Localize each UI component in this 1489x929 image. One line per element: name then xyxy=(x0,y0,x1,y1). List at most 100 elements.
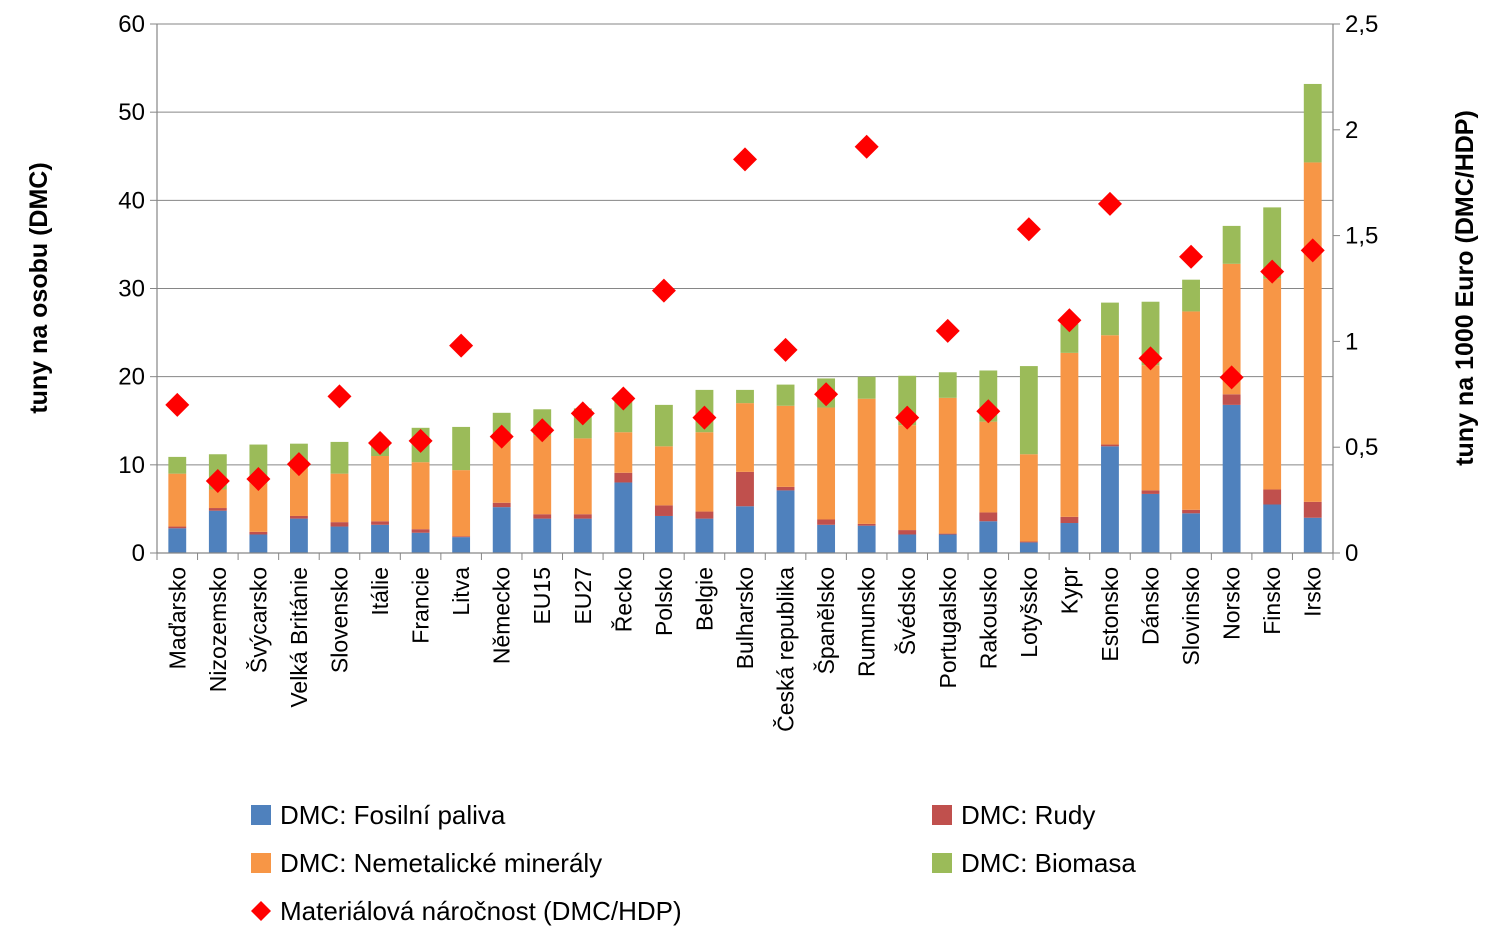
bar-segment xyxy=(857,525,876,553)
bar-segment xyxy=(371,524,389,553)
bar-segment xyxy=(1263,489,1282,505)
x-category-label: Německo xyxy=(489,567,515,664)
bar-segment xyxy=(492,502,511,508)
bar-segment xyxy=(249,534,268,553)
x-category-label: Itálie xyxy=(367,567,393,616)
x-category-label: Kypr xyxy=(1056,567,1082,615)
bar-segment xyxy=(1182,311,1200,510)
bar-segment xyxy=(411,532,430,553)
bar-segment xyxy=(371,456,389,522)
x-category-label: Finsko xyxy=(1259,567,1285,635)
bar-segment xyxy=(1060,352,1079,517)
bar-segment xyxy=(979,421,998,513)
legend-marker xyxy=(251,901,271,921)
intensity-marker xyxy=(1300,238,1325,263)
bar-segment xyxy=(1101,444,1119,447)
bar-segment xyxy=(452,470,471,537)
x-category-label: EU15 xyxy=(529,567,555,625)
bar-segment xyxy=(1303,517,1322,553)
intensity-marker xyxy=(854,134,879,159)
bar-segment xyxy=(1101,335,1119,445)
y-axis-left-title: tuny na osobu (DMC) xyxy=(25,162,53,413)
bar-segment xyxy=(290,515,308,519)
bar-segment xyxy=(573,514,592,519)
intensity-marker xyxy=(935,318,960,343)
intensity-marker xyxy=(814,382,839,407)
intensity-marker xyxy=(1260,259,1285,284)
x-category-label: Estonsko xyxy=(1097,567,1123,662)
bar-segment xyxy=(168,473,187,527)
intensity-marker xyxy=(327,384,352,409)
bar-segment xyxy=(573,518,592,553)
x-category-label: Rumunsko xyxy=(854,567,880,677)
bar-segment xyxy=(614,472,633,483)
x-category-label: Slovensko xyxy=(326,567,352,673)
bar-segment xyxy=(817,407,836,520)
bar-segment xyxy=(1182,279,1200,312)
bar-segment xyxy=(371,521,389,525)
bar-segment xyxy=(573,438,592,515)
bar-segment xyxy=(776,490,795,553)
y-left-tick-label: 0 xyxy=(132,540,145,567)
bar-segment xyxy=(695,511,714,519)
intensity-marker xyxy=(1138,346,1163,371)
legend-label: DMC: Rudy xyxy=(961,800,1095,830)
bar-segment xyxy=(938,372,957,398)
bar-segment xyxy=(736,403,754,472)
bar-segment xyxy=(1060,516,1079,524)
y-left-tick-label: 20 xyxy=(118,364,145,391)
intensity-marker xyxy=(449,333,474,358)
bar-segment xyxy=(1019,542,1038,553)
bar-segment xyxy=(290,468,308,516)
bar-segment xyxy=(1101,302,1119,336)
x-category-label: Portugalsko xyxy=(935,567,961,688)
legend-label: DMC: Biomasa xyxy=(961,848,1136,878)
bar-segment xyxy=(533,435,552,515)
bar-segment xyxy=(654,446,673,506)
bar-segment xyxy=(330,522,349,527)
bar-segment xyxy=(695,432,714,512)
intensity-marker xyxy=(611,386,636,411)
bar-segment xyxy=(168,456,187,474)
y-left-tick-label: 30 xyxy=(118,276,145,303)
x-category-label: Řecko xyxy=(610,567,636,632)
legend-swatch xyxy=(932,805,952,825)
legend-label: DMC: Nemetalické minerály xyxy=(280,848,602,878)
intensity-marker xyxy=(1179,244,1204,269)
bar-segment xyxy=(979,521,998,553)
intensity-marker xyxy=(286,452,311,477)
x-category-label: Belgie xyxy=(691,567,717,631)
labels: 0 10 20 30 40 50 60 0 0,5 1 1,5 2 2,5 Maďarsko Nizozem… xyxy=(118,11,1378,732)
intensity-marker xyxy=(368,430,393,455)
x-category-label: Lotyšsko xyxy=(1016,567,1042,658)
bar-segment xyxy=(1182,513,1200,553)
bar-segment xyxy=(330,473,349,523)
x-category-label: Maďarsko xyxy=(164,567,190,669)
bar-segment xyxy=(736,389,754,404)
bar-segment xyxy=(1060,523,1079,553)
bar-segment xyxy=(492,507,511,553)
bar-segment xyxy=(1263,504,1282,553)
x-category-label: Španělsko xyxy=(812,567,839,674)
y-right-tick-label: 0 xyxy=(1345,540,1358,567)
bar-segment xyxy=(452,426,471,471)
bar-segment xyxy=(736,506,754,553)
bar-segment xyxy=(1222,225,1241,264)
bar-segment xyxy=(1263,278,1282,490)
bar-segment xyxy=(492,433,511,503)
bar-segment xyxy=(695,518,714,553)
x-category-label: Bulharsko xyxy=(732,567,758,669)
legend-label: Materiálová náročnost (DMC/HDP) xyxy=(280,896,682,926)
bar-segment xyxy=(168,526,187,529)
bar-segment xyxy=(898,534,917,553)
x-category-label: Litva xyxy=(448,567,474,616)
bar-segment xyxy=(1060,323,1079,353)
bar-segment xyxy=(857,523,876,526)
intensity-marker xyxy=(530,418,555,443)
bar-segment xyxy=(492,412,511,434)
x-category-label: Švédsko xyxy=(893,567,920,655)
bar-segment xyxy=(1019,366,1038,455)
y-right-tick-label: 2,5 xyxy=(1345,11,1378,38)
bar-segment xyxy=(1303,162,1322,502)
bar-segment xyxy=(1141,490,1160,494)
